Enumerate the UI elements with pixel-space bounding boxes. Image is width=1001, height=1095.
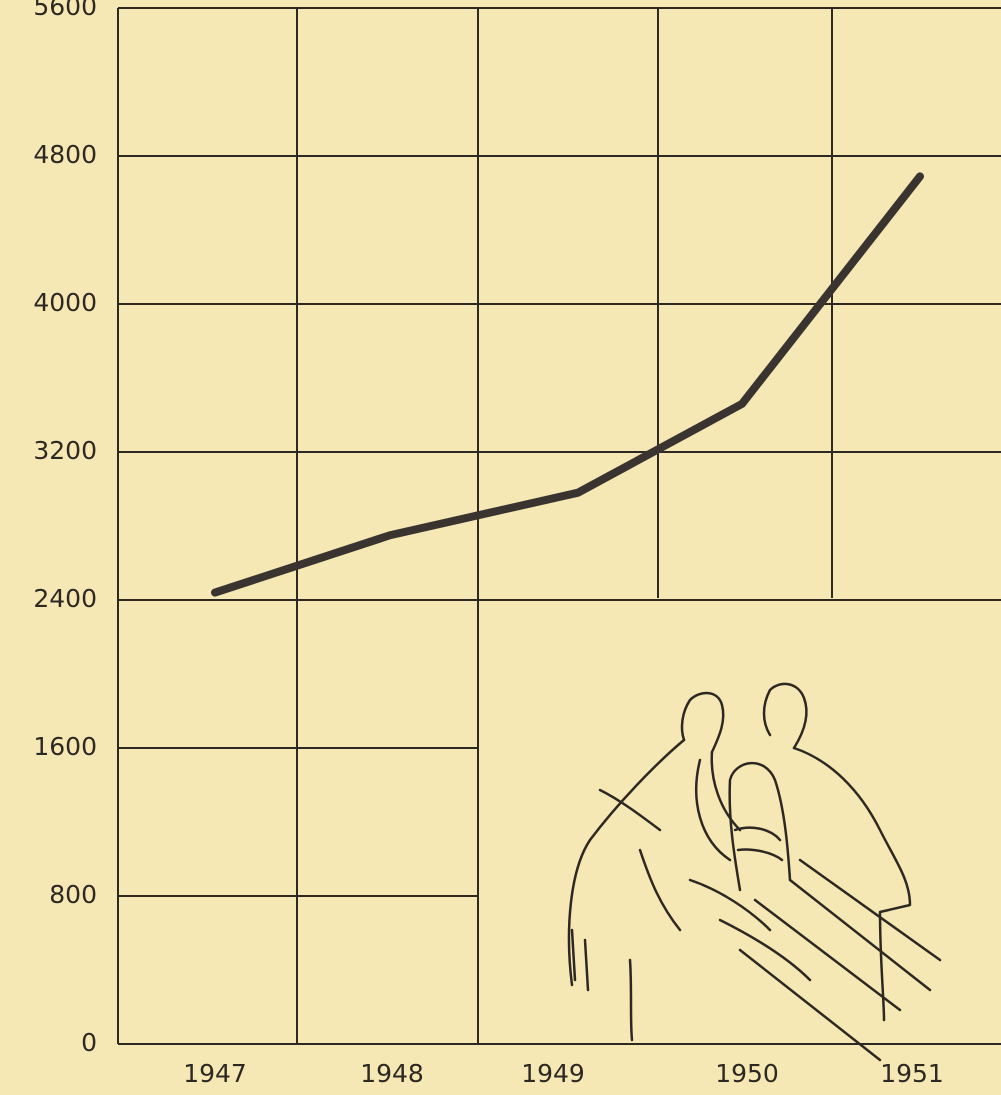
grid bbox=[117, 7, 1001, 1045]
y-tick-label: 4000 bbox=[33, 288, 97, 317]
y-tick-label: 0 bbox=[81, 1028, 97, 1057]
x-tick-label: 1949 bbox=[521, 1059, 585, 1088]
x-tick-label: 1950 bbox=[715, 1059, 779, 1088]
y-tick-label: 5600 bbox=[33, 0, 97, 21]
y-tick-label: 800 bbox=[49, 880, 97, 909]
y-tick-label: 1600 bbox=[33, 732, 97, 761]
x-tick-label: 1948 bbox=[360, 1059, 424, 1088]
data-line bbox=[211, 172, 924, 597]
illustration bbox=[567, 682, 942, 1062]
y-tick-label: 2400 bbox=[33, 584, 97, 613]
y-tick-label: 3200 bbox=[33, 436, 97, 465]
x-tick-label: 1947 bbox=[183, 1059, 247, 1088]
x-tick-label: 1951 bbox=[880, 1059, 944, 1088]
y-tick-label: 4800 bbox=[33, 140, 97, 169]
